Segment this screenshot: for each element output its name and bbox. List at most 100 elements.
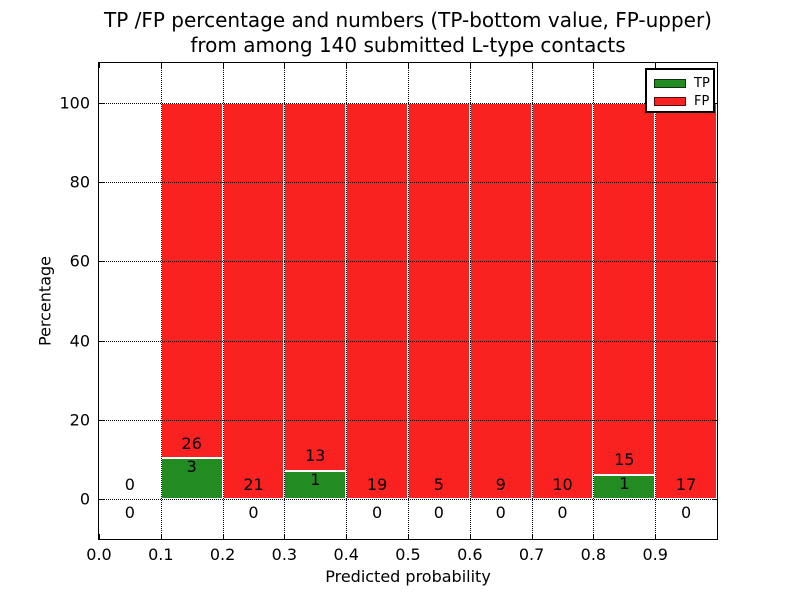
fp-count-label: 26 — [181, 433, 202, 453]
x-tick-mark — [469, 63, 471, 68]
fp-count-label: 15 — [614, 449, 635, 469]
fp-count-label: 5 — [433, 474, 444, 494]
bar-fp-segment — [160, 102, 223, 459]
x-tick-mark — [284, 63, 286, 68]
v-gridline — [593, 63, 595, 539]
fp-count-label: 10 — [552, 474, 573, 494]
x-axis-label: Predicted probability — [325, 567, 491, 586]
x-tick-mark — [99, 534, 100, 539]
x-tick-mark — [593, 534, 595, 539]
y-tick-mark — [99, 420, 104, 421]
x-tick-mark — [99, 63, 100, 68]
x-tick-mark — [222, 534, 224, 539]
bar-tp-segment — [160, 458, 223, 500]
x-tick-label: 0.2 — [209, 545, 236, 564]
v-gridline — [284, 63, 286, 539]
v-gridline — [222, 63, 224, 539]
legend-entry-fp: FP — [654, 92, 710, 110]
x-tick-mark — [593, 63, 595, 68]
chart-title-line1: TP /FP percentage and numbers (TP-bottom… — [104, 8, 712, 32]
y-tick-mark — [712, 340, 717, 342]
y-tick-mark — [712, 420, 717, 421]
x-tick-label: 0.5 — [395, 545, 421, 564]
x-tick-mark — [346, 534, 348, 539]
v-gridline — [346, 63, 348, 539]
bar-fp-segment — [284, 102, 347, 471]
chart-title: TP /FP percentage and numbers (TP-bottom… — [98, 8, 718, 58]
x-tick-mark — [531, 534, 533, 539]
bar-fp-segment — [469, 102, 532, 500]
legend: TP FP — [645, 68, 715, 113]
legend-tp-swatch-icon — [654, 78, 686, 88]
fp-count-label: 17 — [675, 474, 697, 494]
x-tick-label: 0.8 — [580, 545, 607, 564]
plot-area: TP FP 0 0 26 3 21 0 13 1 19 0 5 0 9 0 10 0 15 1 17 0 — [98, 62, 718, 540]
x-tick-mark — [346, 63, 348, 68]
v-gridline — [655, 63, 657, 539]
x-tick-mark — [655, 534, 657, 539]
bar-tp-segment — [284, 471, 347, 500]
y-tick-mark — [712, 499, 717, 501]
x-tick-mark — [655, 63, 657, 68]
tp-count-label: 0 — [124, 502, 135, 522]
fp-count-label: 21 — [243, 474, 264, 494]
v-gridline — [408, 63, 409, 539]
legend-label-fp: FP — [694, 93, 710, 109]
x-tick-label: 0.6 — [457, 545, 483, 564]
x-tick-mark — [408, 534, 409, 539]
x-tick-mark — [160, 534, 162, 539]
tp-count-label: 0 — [681, 502, 692, 522]
y-tick-label: 40 — [69, 331, 90, 351]
tp-count-label: 0 — [372, 502, 383, 522]
y-tick-mark — [99, 340, 104, 342]
y-tick-label: 60 — [69, 251, 90, 271]
x-tick-label: 0.0 — [86, 545, 112, 564]
fp-count-label: 19 — [366, 474, 388, 494]
bar-fp-segment — [593, 102, 656, 475]
tp-count-label: 0 — [495, 502, 506, 522]
y-tick-mark — [99, 182, 104, 183]
fp-count-label: 13 — [305, 446, 326, 466]
y-tick-label: 20 — [69, 410, 90, 430]
x-tick-mark — [222, 63, 224, 68]
chart-title-line2: from among 140 submitted L-type contacts — [190, 33, 626, 57]
y-tick-mark — [712, 182, 717, 183]
bar-fp-segment — [531, 102, 594, 500]
v-gridline — [160, 63, 162, 539]
y-axis-label: Percentage — [35, 255, 55, 347]
y-tick-mark — [712, 261, 717, 263]
x-tick-label: 0.9 — [642, 545, 668, 564]
x-tick-label: 0.4 — [333, 545, 359, 564]
legend-entry-tp: TP — [654, 74, 710, 92]
tp-count-label: 3 — [186, 457, 197, 477]
tp-count-label: 0 — [557, 502, 568, 522]
tp-count-label: 1 — [310, 470, 321, 490]
v-gridline — [531, 63, 533, 539]
y-tick-mark — [99, 102, 104, 104]
y-tick-label: 80 — [69, 172, 90, 192]
legend-fp-swatch-icon — [654, 96, 686, 106]
tp-count-label: 0 — [433, 502, 444, 522]
x-tick-label: 0.3 — [271, 545, 298, 564]
x-tick-mark — [160, 63, 162, 68]
tp-count-label: 1 — [619, 473, 630, 493]
tp-count-label: 0 — [248, 502, 259, 522]
x-tick-label: 0.7 — [518, 545, 545, 564]
fp-count-label: 0 — [124, 474, 135, 494]
bar-fp-segment — [408, 102, 470, 500]
v-gridline — [469, 63, 471, 539]
bar-fp-segment — [655, 102, 717, 500]
y-tick-mark — [99, 499, 104, 501]
fp-count-label: 9 — [495, 474, 506, 494]
x-tick-mark — [408, 63, 409, 68]
legend-label-tp: TP — [694, 75, 710, 91]
y-tick-label: 0 — [79, 489, 90, 509]
x-tick-mark — [531, 63, 533, 68]
x-tick-mark — [284, 534, 286, 539]
x-tick-label: 0.1 — [148, 545, 174, 564]
y-tick-mark — [99, 261, 104, 263]
bar-fp-segment — [346, 102, 408, 500]
x-tick-mark — [469, 534, 471, 539]
y-tick-label: 100 — [59, 93, 90, 113]
